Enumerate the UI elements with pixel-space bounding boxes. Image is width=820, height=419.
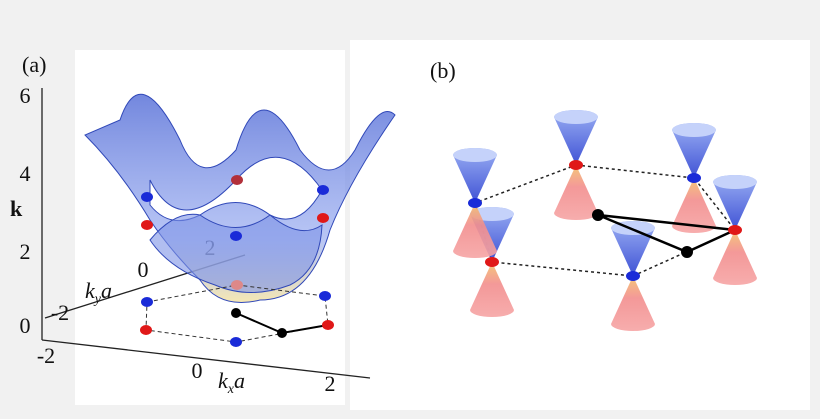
- panel-label: (b): [430, 58, 456, 83]
- tick-label: 2: [325, 371, 336, 396]
- valence-cone: [453, 203, 497, 258]
- dirac-point: [569, 160, 583, 170]
- tick-label: -2: [37, 343, 55, 368]
- valence-cone: [672, 178, 716, 233]
- path-point: [592, 209, 604, 221]
- cone-rim: [453, 148, 497, 162]
- dirac-point: [468, 198, 482, 208]
- panel-label: (a): [22, 52, 46, 77]
- valence-cone: [470, 262, 514, 317]
- dirac-point: [687, 173, 701, 183]
- path-point: [681, 246, 693, 258]
- valence-cone: [611, 276, 655, 331]
- tick-label: -2: [51, 300, 69, 325]
- conduction-cone: [554, 110, 598, 165]
- dirac-point: [141, 175, 329, 241]
- conduction-cone: [713, 175, 757, 230]
- valence-cone: [713, 230, 757, 285]
- tick-label: 2: [20, 239, 31, 264]
- cone-rim: [672, 123, 716, 137]
- tick-label: 0: [138, 257, 149, 282]
- dirac-point: [728, 225, 742, 235]
- axis-label: kya: [85, 278, 112, 307]
- axis-label: kxa: [218, 368, 245, 397]
- conduction-cone: [672, 123, 716, 178]
- tick-label: 0: [192, 358, 203, 383]
- dirac-point: [485, 257, 499, 267]
- tick-label: 6: [20, 83, 31, 108]
- bz-projection: [140, 280, 334, 347]
- path-triangle: [597, 213, 740, 254]
- cone-rim: [713, 175, 757, 189]
- tick-label: 4: [20, 161, 31, 186]
- dirac-point: [626, 271, 640, 281]
- cone-rim: [554, 110, 598, 124]
- panel-b-area: [350, 40, 810, 410]
- axis-label: k: [10, 196, 23, 221]
- tick-label: 0: [20, 313, 31, 338]
- valence-cone: [554, 165, 598, 220]
- conduction-cone: [453, 148, 497, 203]
- band-surface: [84, 93, 396, 303]
